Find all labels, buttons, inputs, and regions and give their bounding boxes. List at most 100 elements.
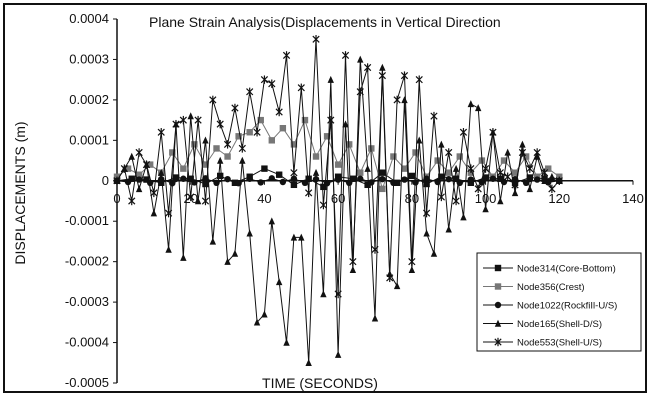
data-point	[275, 171, 283, 178]
y-tick-label: 0.0001	[69, 132, 109, 147]
y-tick-label: -0.0002	[65, 254, 109, 269]
chart-frame: 0.0004 0.0003 0.0002 0.0001 0 -0.0001 -0.0002 -…	[3, 3, 647, 393]
data-point	[150, 209, 158, 217]
data-point	[143, 176, 150, 183]
data-point	[415, 75, 423, 84]
y-tick-label: 0.0003	[69, 51, 109, 66]
data-point	[481, 164, 490, 173]
data-point	[202, 180, 209, 188]
data-point	[511, 169, 519, 176]
data-point	[452, 164, 460, 172]
data-point	[135, 171, 143, 178]
legend: Node314(Core-Bottom) Node356(Crest) Node10…	[476, 252, 642, 352]
data-point	[224, 257, 231, 265]
data-point	[364, 164, 371, 172]
data-point	[482, 205, 489, 213]
data-point	[511, 180, 519, 190]
data-point	[445, 175, 452, 183]
data-point	[334, 161, 342, 168]
data-point	[356, 87, 364, 96]
data-point	[209, 237, 217, 245]
data-point	[548, 172, 556, 180]
data-point	[519, 140, 526, 148]
data-point	[169, 149, 176, 156]
data-point	[452, 196, 460, 206]
data-point	[282, 51, 291, 60]
data-point	[526, 174, 533, 181]
data-point	[456, 153, 463, 160]
legend-label: Node356(Crest)	[517, 282, 585, 293]
data-point	[146, 161, 154, 168]
data-point	[180, 253, 187, 261]
legend-entry: Node356(Crest)	[483, 282, 585, 293]
data-point	[357, 175, 364, 182]
data-point	[128, 152, 135, 160]
data-point	[268, 217, 275, 225]
data-point	[223, 140, 232, 149]
data-point	[459, 128, 468, 137]
data-point	[157, 128, 165, 137]
data-point	[371, 314, 379, 322]
data-point	[364, 181, 371, 189]
data-point	[319, 200, 328, 210]
x-tick-label: 80	[405, 191, 419, 206]
data-point	[158, 168, 165, 176]
data-point	[334, 289, 342, 299]
data-point	[209, 95, 217, 105]
data-point	[246, 87, 254, 96]
data-point	[412, 149, 419, 156]
x-tick-label: 40	[257, 191, 271, 206]
data-point	[423, 229, 430, 237]
data-point	[438, 140, 445, 148]
data-point	[497, 175, 504, 182]
data-point	[489, 175, 497, 182]
data-point	[124, 165, 132, 172]
data-point	[180, 165, 187, 172]
data-point	[533, 176, 541, 183]
data-point	[279, 178, 287, 186]
data-point	[290, 141, 298, 148]
data-point	[341, 51, 350, 60]
data-point	[257, 116, 264, 124]
data-point	[408, 172, 416, 180]
legend-marker	[494, 264, 502, 272]
y-tick-label: 0.0004	[69, 11, 109, 26]
data-point	[165, 245, 172, 253]
data-point	[371, 245, 379, 254]
y-axis-title: DISPLACEMENTS (m)	[12, 121, 28, 264]
data-point	[320, 183, 327, 191]
data-point	[172, 119, 180, 129]
legend-entry: Node314(Core-Bottom)	[483, 264, 616, 275]
data-point	[301, 179, 309, 186]
data-point	[467, 176, 475, 183]
x-tick-label: 100	[475, 191, 497, 206]
data-point	[541, 176, 548, 184]
data-point	[430, 249, 438, 257]
y-tick-label: -0.0005	[65, 375, 109, 390]
data-point	[364, 63, 372, 72]
data-point	[202, 136, 209, 144]
data-point	[305, 175, 312, 182]
data-point	[393, 95, 401, 105]
x-axis-title: TIME (SECONDS)	[262, 375, 378, 391]
data-point	[555, 176, 563, 185]
data-point	[349, 257, 357, 266]
data-point	[346, 179, 353, 186]
data-point	[239, 156, 246, 164]
data-point	[194, 115, 202, 125]
legend-label: Node1022(RockfiIl-U/S)	[517, 301, 617, 312]
data-point	[246, 175, 253, 182]
data-point	[357, 169, 364, 176]
data-point	[305, 188, 313, 198]
data-point	[545, 165, 552, 172]
data-point	[275, 278, 283, 286]
data-point	[408, 265, 416, 273]
data-point	[312, 153, 320, 160]
data-point	[401, 165, 408, 172]
data-point	[379, 63, 386, 71]
data-point	[201, 196, 210, 206]
data-point	[268, 79, 276, 88]
data-point	[526, 164, 534, 173]
data-point	[430, 111, 438, 121]
data-point	[135, 148, 143, 157]
